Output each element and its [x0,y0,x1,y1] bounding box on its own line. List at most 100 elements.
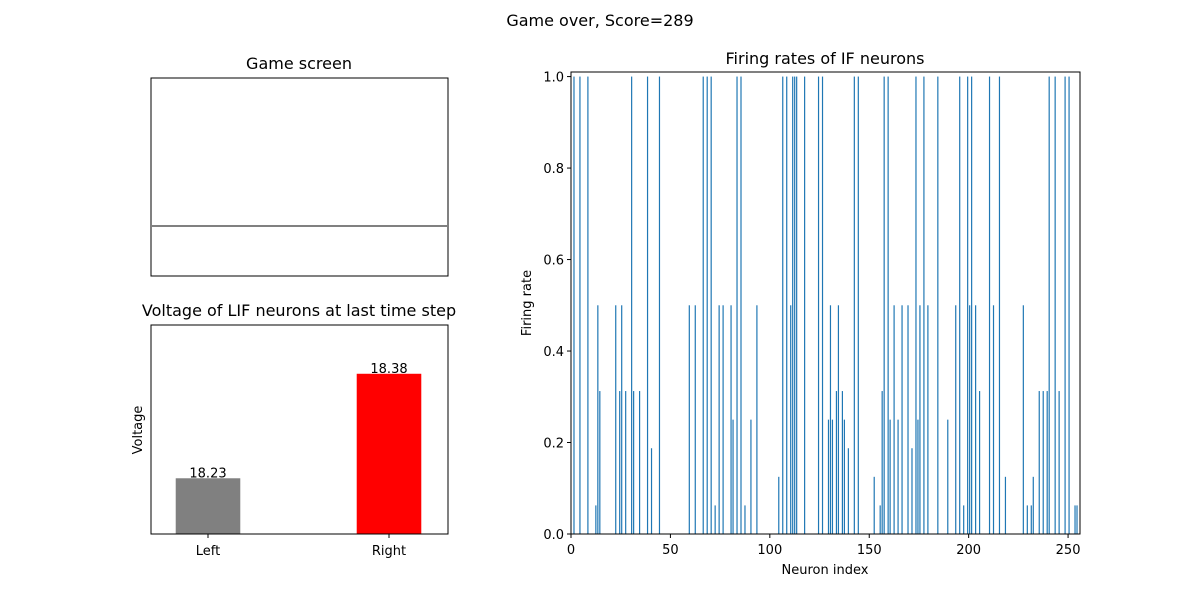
firing-rate-bar [937,76,939,535]
firing-rate-bar [625,391,627,534]
firing-x-tick-label: 0 [567,543,575,558]
firing-rate-bar [831,419,834,534]
firing-rate-bar [883,76,885,535]
firing-y-tick-label: 0.8 [543,162,564,177]
firing-rate-bar [778,476,780,534]
firing-rate-bar [794,76,796,535]
firing-rate-bar [969,305,971,534]
firing-y-tick-label: 0.2 [543,437,564,452]
firing-rate-bar [853,76,855,535]
firing-rate-bar [706,76,708,535]
firing-rate-bar [631,76,633,535]
firing-rate-bar [835,391,838,534]
firing-x-tick-label: 100 [757,543,782,558]
firing-rate-bar [919,305,921,534]
firing-x-axis-label: Neuron index [782,563,869,578]
firing-rate-bar [688,305,690,534]
firing-rate-bar [893,305,895,534]
firing-rate-bar [947,419,949,534]
firing-rate-bar [927,305,929,534]
firing-rate-bar [857,76,859,535]
firing-x-tick-label: 250 [1056,543,1081,558]
figure-title: Game over, Score=289 [506,11,693,30]
firing-rate-bar [1058,391,1060,534]
firing-rate-bar [579,76,581,535]
firing-rate-bar [1046,391,1048,534]
firing-rate-bar [963,505,965,534]
firing-rate-bar [638,391,641,534]
firing-rate-bar [959,76,961,535]
voltage-x-tick-label: Left [196,544,220,559]
firing-rate-bar [1074,505,1076,534]
firing-rate-bar [790,305,792,534]
game-screen-title: Game screen [246,54,352,73]
firing-rate-bar [714,505,716,534]
firing-rate-bar [599,391,601,534]
firing-rate-bar [1042,391,1044,534]
firing-rate-bar [718,305,720,534]
firing-rate-bar [573,76,575,535]
game-screen-panel: Game screen [150,54,449,277]
firing-rate-bar [658,76,661,535]
firing-x-tick-label: 200 [956,543,981,558]
firing-rate-bar [702,76,704,535]
firing-rate-bar [955,305,957,534]
firing-rate-bar [998,76,1001,535]
firing-rate-bar [837,305,840,534]
firing-rate-bar [650,448,653,534]
firing-rate-bar [967,76,969,535]
firing-rate-bar [887,76,889,535]
firing-rate-bar [786,76,788,535]
firing-y-tick-label: 0.0 [543,528,564,543]
firing-rate-bar [796,76,798,535]
firing-rate-bar [1068,76,1070,535]
firing-rate-bar [732,419,734,534]
firing-rate-bar [1048,76,1050,535]
firing-rate-bar [917,419,919,534]
firing-rate-bar [595,505,597,534]
firing-y-axis-label: Firing rate [520,270,535,336]
firing-rate-bar [881,391,883,534]
firing-rate-bar [1032,476,1034,534]
firing-rate-bar [744,505,746,534]
firing-rate-bar [722,305,724,534]
firing-rate-bar [978,391,981,534]
game-screen-frame [150,77,449,277]
firing-rate-bar [750,419,752,534]
firing-rate-bar [827,419,830,534]
firing-rate-bar [740,76,742,535]
firing-axes-frame [570,71,1081,535]
firing-rate-bar [821,76,824,535]
firing-rate-bar [694,305,696,534]
firing-rate-bar [1054,76,1056,535]
firing-rate-bar [843,419,845,534]
firing-rate-bar [633,391,635,534]
firing-rate-bar [907,305,909,534]
firing-rate-bar [1030,505,1032,534]
firing-rate-bar [971,76,973,535]
voltage-value-label: 18.23 [189,466,226,481]
firing-rate-bar [841,391,843,534]
firing-rate-bar [615,305,617,534]
firing-y-tick-label: 1.0 [543,71,564,86]
firing-rate-bar [829,305,832,534]
firing-rate-bar [1022,305,1024,534]
firing-rate-bar [1026,505,1028,534]
firing-rate-bar [1038,391,1040,534]
firing-rate-bar [756,305,758,534]
firing-rate-bar [710,76,712,535]
firing-rate-bar [1064,76,1066,535]
firing-rate-bar [619,391,621,534]
firing-rate-bar [646,76,649,535]
firing-rate-bar [1004,476,1007,534]
firing-rate-bar [792,76,794,535]
firing-rate-bar [901,305,903,534]
firing-rate-bar [597,305,599,534]
firing-chart-title: Firing rates of IF neurons [726,49,925,68]
firing-x-tick-label: 150 [857,543,882,558]
voltage-bar-right [356,373,422,534]
firing-x-tick-label: 50 [662,543,679,558]
firing-rate-bar [847,448,849,534]
firing-rate-bar [621,305,623,534]
firing-rate-bar [923,76,925,535]
